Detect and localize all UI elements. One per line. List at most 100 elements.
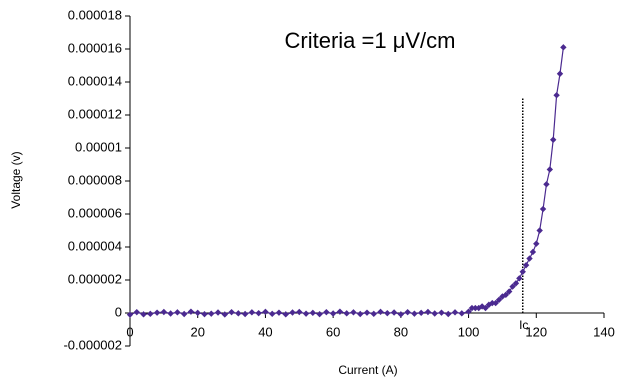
- data-point: [248, 309, 256, 316]
- data-point: [495, 296, 503, 303]
- data-point: [228, 308, 235, 316]
- x-tick-label: 80: [394, 324, 408, 339]
- x-tick-label: 60: [326, 324, 340, 339]
- data-point: [323, 308, 330, 316]
- x-tick-label: 100: [458, 324, 480, 339]
- y-tick-label: 0.000008: [68, 172, 122, 187]
- data-point: [492, 299, 499, 307]
- data-point: [431, 310, 438, 317]
- data-point: [160, 308, 168, 316]
- data-point: [543, 181, 550, 188]
- data-point: [411, 310, 418, 317]
- y-tick-label: 0.000012: [68, 106, 122, 121]
- data-point: [282, 311, 289, 318]
- y-tick-label: -0.000002: [63, 337, 122, 352]
- data-point: [451, 309, 459, 316]
- data-point: [316, 310, 323, 318]
- data-point: [126, 311, 134, 318]
- data-point: [289, 309, 296, 316]
- data-point: [417, 309, 425, 317]
- data-point: [533, 240, 540, 247]
- data-point: [516, 275, 523, 282]
- series-line: [129, 47, 564, 316]
- data-point: [221, 311, 228, 318]
- data-point: [363, 309, 371, 316]
- x-tick-label: 20: [190, 324, 204, 339]
- data-point: [187, 308, 195, 315]
- data-point: [147, 310, 154, 318]
- data-point: [302, 310, 310, 317]
- data-point: [512, 280, 520, 287]
- data-point: [235, 310, 242, 317]
- y-tick-label: 0.000004: [68, 238, 122, 253]
- data-point: [275, 309, 283, 316]
- data-point: [153, 309, 161, 316]
- data-point: [468, 304, 476, 312]
- y-tick-label: 0.000016: [68, 40, 122, 55]
- data-point: [241, 310, 249, 318]
- data-point: [424, 308, 432, 316]
- data-point: [262, 308, 269, 316]
- data-point: [404, 308, 411, 316]
- x-tick-label: 0: [126, 324, 133, 339]
- y-tick-label: 0.000018: [68, 7, 122, 22]
- data-point: [133, 308, 140, 316]
- data-point: [560, 44, 567, 51]
- y-tick-label: 0.000014: [68, 73, 122, 88]
- data-point: [526, 255, 533, 262]
- data-point: [377, 308, 384, 316]
- data-point: [350, 309, 357, 316]
- data-point: [357, 310, 364, 318]
- data-point: [174, 309, 181, 316]
- data-point: [529, 248, 537, 256]
- data-point: [506, 288, 513, 295]
- data-point: [180, 310, 188, 318]
- data-point: [465, 308, 472, 315]
- data-point: [370, 310, 377, 318]
- data-point: [489, 299, 496, 307]
- y-tick-label: 0.000002: [68, 271, 122, 286]
- data-point: [458, 310, 465, 317]
- data-point: [553, 92, 560, 99]
- x-tick-label: 40: [258, 324, 272, 339]
- y-tick-label: 0.000006: [68, 205, 122, 220]
- y-tick-label: 0.00001: [75, 139, 122, 154]
- criterion-label: Ic: [519, 318, 528, 332]
- data-point: [167, 310, 174, 317]
- data-point: [482, 304, 489, 312]
- chart-title: Criteria =1 μV/cm: [285, 28, 456, 53]
- data-point: [438, 309, 445, 316]
- data-point: [502, 291, 510, 299]
- data-point: [522, 261, 530, 269]
- data-point: [194, 309, 201, 317]
- data-point: [539, 205, 547, 213]
- data-point: [208, 310, 215, 317]
- data-point: [255, 309, 262, 317]
- data-point: [445, 310, 452, 318]
- data-point: [296, 308, 303, 316]
- x-axis-title: Current (A): [338, 363, 397, 377]
- data-point: [556, 70, 564, 77]
- data-point: [546, 166, 554, 173]
- data-point: [472, 304, 479, 312]
- x-tick-label: 140: [593, 324, 615, 339]
- data-point: [329, 310, 337, 317]
- data-point: [550, 136, 557, 143]
- y-axis-title: Voltage (v): [9, 151, 23, 208]
- data-point: [519, 268, 526, 275]
- data-point: [390, 309, 398, 316]
- data-point: [309, 309, 317, 317]
- x-tick-label: 120: [525, 324, 547, 339]
- data-point: [384, 309, 391, 317]
- data-point: [201, 310, 208, 318]
- data-point: [269, 310, 276, 318]
- data-point: [397, 311, 405, 318]
- data-point: [214, 309, 222, 316]
- data-point: [336, 308, 344, 315]
- data-point: [536, 227, 543, 234]
- y-tick-label: 0: [115, 304, 122, 319]
- data-point: [509, 283, 516, 290]
- data-point: [343, 310, 350, 317]
- data-point: [140, 311, 147, 318]
